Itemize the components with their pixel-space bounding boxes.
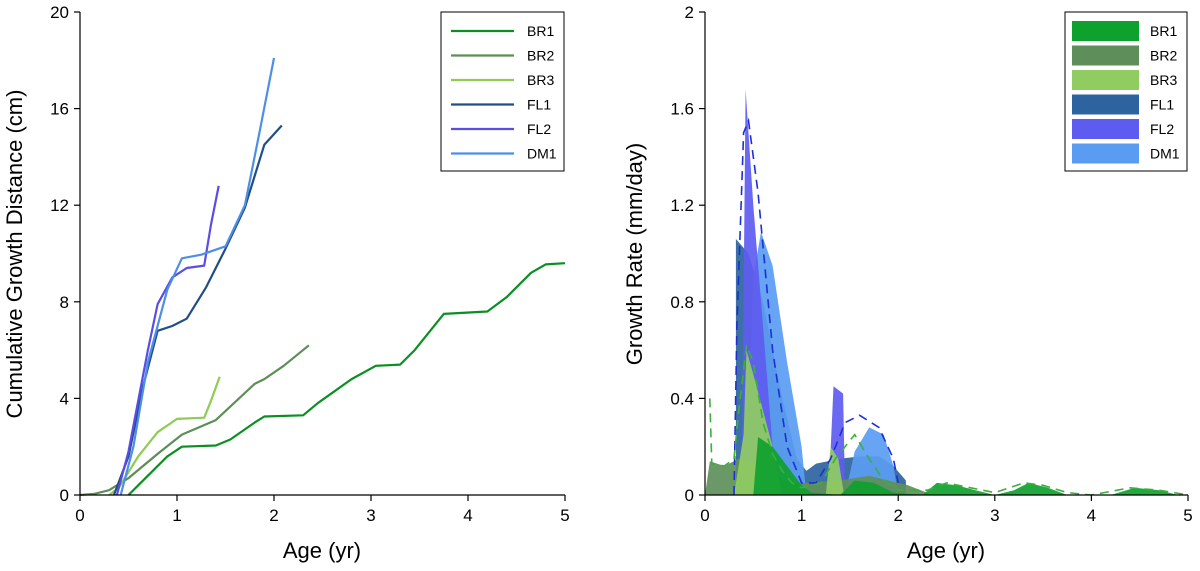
legend-box <box>440 11 565 172</box>
y-tick-label: 12 <box>50 196 69 215</box>
y-tick-label: 2 <box>685 3 694 22</box>
growth-rate-legend: BR1 BR2 BR3 FL1 FL2 DM1 <box>1064 11 1188 172</box>
y-tick-label: 20 <box>50 3 69 22</box>
y-tick-label: 1.6 <box>670 100 694 119</box>
x-tick-label: 1 <box>172 506 181 525</box>
x-tick-label: 5 <box>1183 506 1192 525</box>
legend-label-br3: BR3 <box>527 72 554 88</box>
fit-curve-1 <box>733 117 899 496</box>
series-line-br1 <box>127 262 566 496</box>
cumulative-growth-plot-area <box>79 57 566 497</box>
y-tick-label: 1.2 <box>670 196 694 215</box>
legend-label-br1: BR1 <box>1150 23 1177 39</box>
growth-rate-chart: 0 1 2 3 4 5 0 0.4 0.8 1.2 1.6 2 Age (yr) Growth Rat… <box>622 3 1193 563</box>
y-tick-label: 4 <box>60 389 69 408</box>
y-tick-label: 8 <box>60 293 69 312</box>
series-line-br2 <box>79 344 310 497</box>
legend-label-fl2: FL2 <box>1150 121 1174 137</box>
x-tick-label: 4 <box>463 506 472 525</box>
series-area-fl2 <box>741 89 846 496</box>
y-tick-label: 16 <box>50 100 69 119</box>
fit-curve-2 <box>709 345 1189 496</box>
y-axis-title: Cumulative Growth Distance (cm) <box>2 90 27 419</box>
series-line-fl1 <box>112 124 283 496</box>
legend-label-dm1: DM1 <box>1150 146 1180 162</box>
series-line-br3 <box>108 376 221 496</box>
legend-swatch-br2 <box>1072 45 1139 66</box>
growth-rate-axes: 0 1 2 3 4 5 0 0.4 0.8 1.2 1.6 2 <box>670 3 1192 525</box>
x-tick-label: 1 <box>797 506 806 525</box>
growth-rate-plot-area <box>705 89 1189 496</box>
legend-label-br2: BR2 <box>1150 48 1177 64</box>
legend-swatch-fl2 <box>1072 119 1139 139</box>
legend-label-fl1: FL1 <box>527 97 551 113</box>
y-tick-label: 0 <box>685 486 694 505</box>
legend-label-br2: BR2 <box>527 48 554 64</box>
x-axis-title: Age (yr) <box>907 538 985 563</box>
x-tick-label: 0 <box>700 506 709 525</box>
x-tick-label: 3 <box>990 506 999 525</box>
legend-label-fl2: FL2 <box>527 121 551 137</box>
legend-swatch-br3 <box>1072 70 1139 90</box>
legend-label-br3: BR3 <box>1150 72 1177 88</box>
y-tick-label: 0.8 <box>670 293 694 312</box>
series-line-dm1 <box>119 57 276 496</box>
x-tick-label: 2 <box>269 506 278 525</box>
series-area-dm1 <box>745 231 899 496</box>
legend-label-dm1: DM1 <box>527 146 557 162</box>
x-axis-title: Age (yr) <box>283 538 361 563</box>
legend-label-fl1: FL1 <box>1150 97 1174 113</box>
x-tick-label: 4 <box>1087 506 1096 525</box>
legend-swatch-fl1 <box>1072 94 1139 115</box>
x-tick-label: 3 <box>366 506 375 525</box>
y-axis-title: Growth Rate (mm/day) <box>622 143 647 366</box>
series-area-br1 <box>753 437 1179 495</box>
y-tick-label: 0 <box>60 486 69 505</box>
legend-label-br1: BR1 <box>527 23 554 39</box>
y-tick-label: 0.4 <box>670 389 694 408</box>
legend-swatch-br1 <box>1072 21 1139 41</box>
x-tick-label: 2 <box>893 506 902 525</box>
cumulative-growth-legend: BR1 BR2 BR3 FL1 FL2 DM1 <box>440 11 565 172</box>
x-tick-label: 0 <box>75 506 84 525</box>
legend-swatch-dm1 <box>1072 143 1139 164</box>
x-tick-label: 5 <box>560 506 569 525</box>
